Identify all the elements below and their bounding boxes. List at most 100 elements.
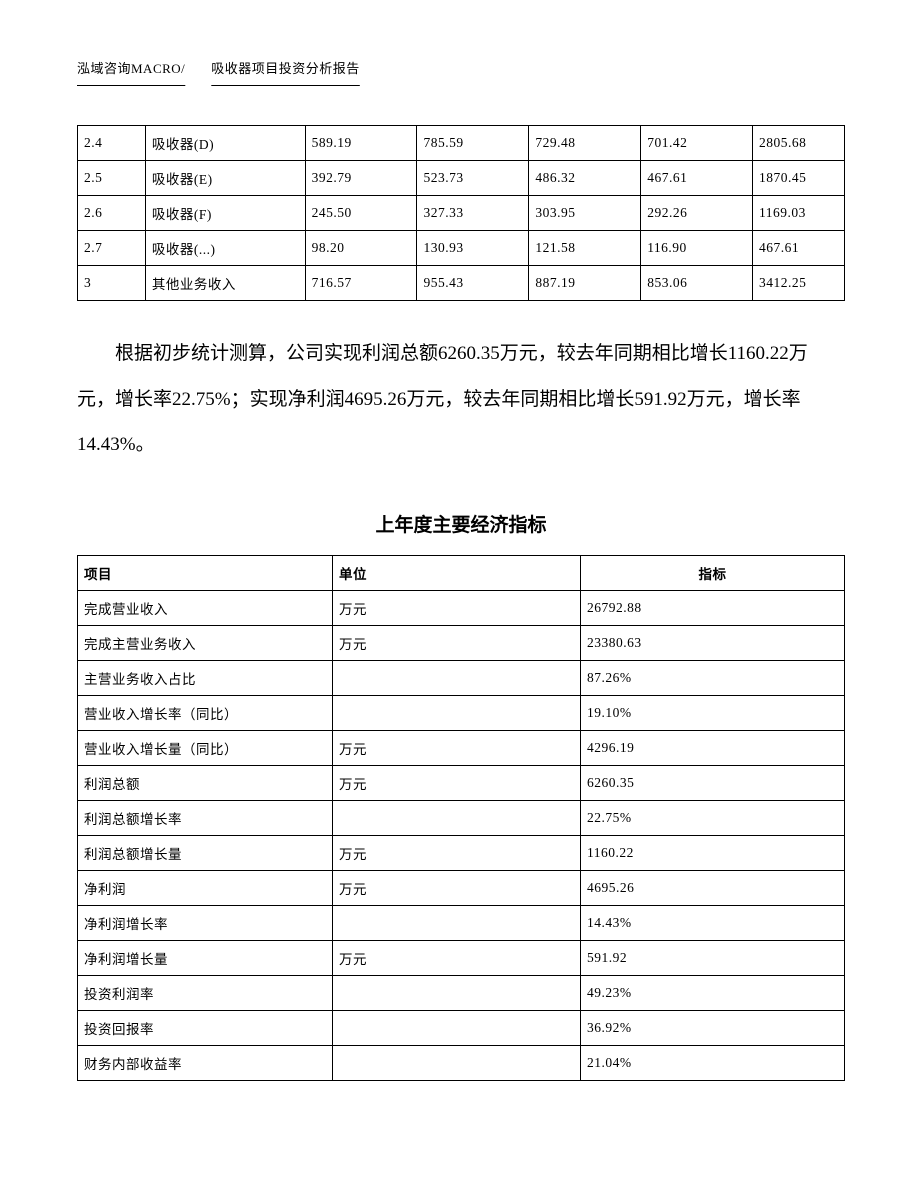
table-cell: 利润总额增长量 [78, 835, 333, 870]
page-header: 泓域咨询MACRO/吸收器项目投资分析报告 [77, 58, 845, 77]
table-cell: 投资回报率 [78, 1010, 333, 1045]
table-cell: 98.20 [305, 231, 417, 266]
table-cell: 23380.63 [581, 625, 845, 660]
table-cell: 121.58 [529, 231, 641, 266]
table-cell: 2.4 [78, 126, 146, 161]
table-cell: 701.42 [641, 126, 753, 161]
table-cell: 财务内部收益率 [78, 1045, 333, 1080]
table-cell [333, 905, 581, 940]
table-cell: 14.43% [581, 905, 845, 940]
table-cell: 49.23% [581, 975, 845, 1010]
table-cell: 投资利润率 [78, 975, 333, 1010]
table-cell: 营业收入增长率（同比） [78, 695, 333, 730]
table-row: 2.6吸收器(F)245.50327.33303.95292.261169.03 [78, 196, 845, 231]
table-cell: 万元 [333, 730, 581, 765]
table-row: 投资利润率 49.23% [78, 975, 845, 1010]
table-cell: 6260.35 [581, 765, 845, 800]
table-cell: 467.61 [641, 161, 753, 196]
table-cell: 21.04% [581, 1045, 845, 1080]
revenue-table: 2.4吸收器(D)589.19785.59729.48701.422805.68… [77, 125, 845, 301]
table-cell: 万元 [333, 590, 581, 625]
table-cell: 1169.03 [753, 196, 845, 231]
table-cell: 利润总额 [78, 765, 333, 800]
table-row: 完成营业收入万元26792.88 [78, 590, 845, 625]
table-cell: 26792.88 [581, 590, 845, 625]
table-cell: 利润总额增长率 [78, 800, 333, 835]
table-row: 3其他业务收入716.57955.43887.19853.063412.25 [78, 266, 845, 301]
table-cell: 2.5 [78, 161, 146, 196]
table-cell: 2805.68 [753, 126, 845, 161]
table-cell: 22.75% [581, 800, 845, 835]
table-cell: 392.79 [305, 161, 417, 196]
table-row: 完成主营业务收入万元23380.63 [78, 625, 845, 660]
table-cell [333, 695, 581, 730]
indicators-table: 项目 单位 指标 完成营业收入万元26792.88完成主营业务收入万元23380… [77, 555, 845, 1081]
table-cell: 729.48 [529, 126, 641, 161]
col-header-value: 指标 [581, 555, 845, 590]
table-cell: 吸收器(E) [145, 161, 305, 196]
table-row: 2.7吸收器(...)98.20130.93121.58116.90467.61 [78, 231, 845, 266]
table-cell [333, 1045, 581, 1080]
table-cell: 130.93 [417, 231, 529, 266]
table-row: 财务内部收益率 21.04% [78, 1045, 845, 1080]
table-cell: 116.90 [641, 231, 753, 266]
table-cell: 785.59 [417, 126, 529, 161]
table-cell: 327.33 [417, 196, 529, 231]
table-cell [333, 660, 581, 695]
table-row: 2.4吸收器(D)589.19785.59729.48701.422805.68 [78, 126, 845, 161]
table-cell: 1870.45 [753, 161, 845, 196]
table-cell: 853.06 [641, 266, 753, 301]
table-cell: 245.50 [305, 196, 417, 231]
table-cell: 完成营业收入 [78, 590, 333, 625]
table-cell: 591.92 [581, 940, 845, 975]
table-row: 2.5吸收器(E)392.79523.73486.32467.611870.45 [78, 161, 845, 196]
table-cell: 营业收入增长量（同比） [78, 730, 333, 765]
table-cell: 3 [78, 266, 146, 301]
header-title: 吸收器项目投资分析报告 [211, 61, 360, 76]
table-cell: 吸收器(F) [145, 196, 305, 231]
header-company: 泓域咨询MACRO/ [77, 61, 185, 76]
table-cell: 467.61 [753, 231, 845, 266]
document-page: 泓域咨询MACRO/吸收器项目投资分析报告 2.4吸收器(D)589.19785… [0, 0, 920, 1081]
table-row: 利润总额增长量万元1160.22 [78, 835, 845, 870]
table-cell [333, 800, 581, 835]
table-cell: 净利润 [78, 870, 333, 905]
table-cell: 其他业务收入 [145, 266, 305, 301]
table-cell: 2.6 [78, 196, 146, 231]
section-title: 上年度主要经济指标 [77, 510, 845, 537]
table-cell: 万元 [333, 835, 581, 870]
table-row: 利润总额万元6260.35 [78, 765, 845, 800]
table-cell: 万元 [333, 625, 581, 660]
table-cell: 36.92% [581, 1010, 845, 1045]
table-cell: 吸收器(...) [145, 231, 305, 266]
table-cell: 87.26% [581, 660, 845, 695]
table-cell: 887.19 [529, 266, 641, 301]
table-row: 净利润增长率 14.43% [78, 905, 845, 940]
table-row: 营业收入增长量（同比）万元4296.19 [78, 730, 845, 765]
table-row: 投资回报率 36.92% [78, 1010, 845, 1045]
table-cell: 292.26 [641, 196, 753, 231]
table-cell: 19.10% [581, 695, 845, 730]
table-cell: 万元 [333, 765, 581, 800]
table-cell: 净利润增长率 [78, 905, 333, 940]
table-cell: 1160.22 [581, 835, 845, 870]
table-cell: 716.57 [305, 266, 417, 301]
table-cell: 589.19 [305, 126, 417, 161]
table-cell: 3412.25 [753, 266, 845, 301]
table-cell [333, 1010, 581, 1045]
table-cell: 486.32 [529, 161, 641, 196]
table-cell: 完成主营业务收入 [78, 625, 333, 660]
table-cell: 吸收器(D) [145, 126, 305, 161]
table-row: 主营业务收入占比 87.26% [78, 660, 845, 695]
table-cell: 主营业务收入占比 [78, 660, 333, 695]
table-cell: 4296.19 [581, 730, 845, 765]
table-cell: 2.7 [78, 231, 146, 266]
table-cell: 净利润增长量 [78, 940, 333, 975]
table-row: 净利润增长量万元591.92 [78, 940, 845, 975]
table-row: 营业收入增长率（同比） 19.10% [78, 695, 845, 730]
table-cell: 523.73 [417, 161, 529, 196]
table-cell: 303.95 [529, 196, 641, 231]
summary-paragraph: 根据初步统计测算，公司实现利润总额6260.35万元，较去年同期相比增长1160… [77, 331, 845, 468]
col-header-item: 项目 [78, 555, 333, 590]
col-header-unit: 单位 [333, 555, 581, 590]
